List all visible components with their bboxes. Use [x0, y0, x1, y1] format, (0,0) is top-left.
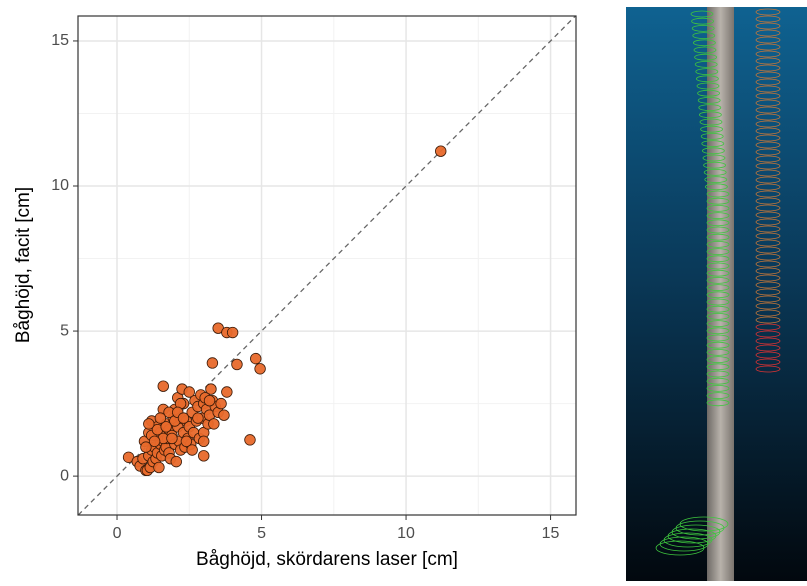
y-tick-label: 10	[51, 177, 69, 194]
tree-trunk	[707, 7, 734, 581]
data-point	[435, 146, 446, 157]
data-point	[232, 359, 243, 370]
data-point	[144, 419, 155, 430]
x-tick-label: 5	[257, 525, 266, 542]
data-point	[158, 381, 169, 392]
x-axis-label: Båghöjd, skördarens laser [cm]	[196, 549, 458, 570]
y-tick-label: 15	[51, 32, 69, 49]
y-tick-label: 0	[60, 467, 69, 484]
data-point	[207, 358, 218, 369]
data-point	[245, 435, 256, 446]
page: Båghöjd, skördarens laser [cm] Båghöjd, …	[0, 0, 807, 586]
data-point	[149, 436, 160, 447]
data-point	[204, 395, 215, 406]
data-point	[255, 363, 266, 374]
data-point	[250, 353, 261, 364]
data-point	[187, 445, 198, 456]
data-point	[206, 384, 217, 395]
data-point	[209, 419, 220, 430]
figure: Båghöjd, skördarens laser [cm] Båghöjd, …	[0, 0, 807, 581]
data-point	[219, 410, 230, 421]
data-point	[161, 422, 172, 433]
y-axis-label: Båghöjd, facit [cm]	[13, 187, 34, 343]
data-point	[178, 413, 189, 424]
data-point	[222, 387, 233, 398]
data-point	[198, 451, 209, 462]
data-point	[167, 433, 178, 444]
x-tick-label: 10	[397, 525, 415, 542]
x-tick-label: 15	[542, 525, 560, 542]
x-tick-label: 0	[113, 525, 122, 542]
point-cloud-image	[626, 7, 807, 581]
data-point	[216, 398, 227, 409]
y-tick-label: 5	[60, 322, 69, 339]
data-point	[227, 327, 238, 338]
data-point	[193, 413, 204, 424]
data-point	[154, 462, 165, 473]
data-point	[171, 456, 182, 467]
data-point	[198, 436, 209, 447]
